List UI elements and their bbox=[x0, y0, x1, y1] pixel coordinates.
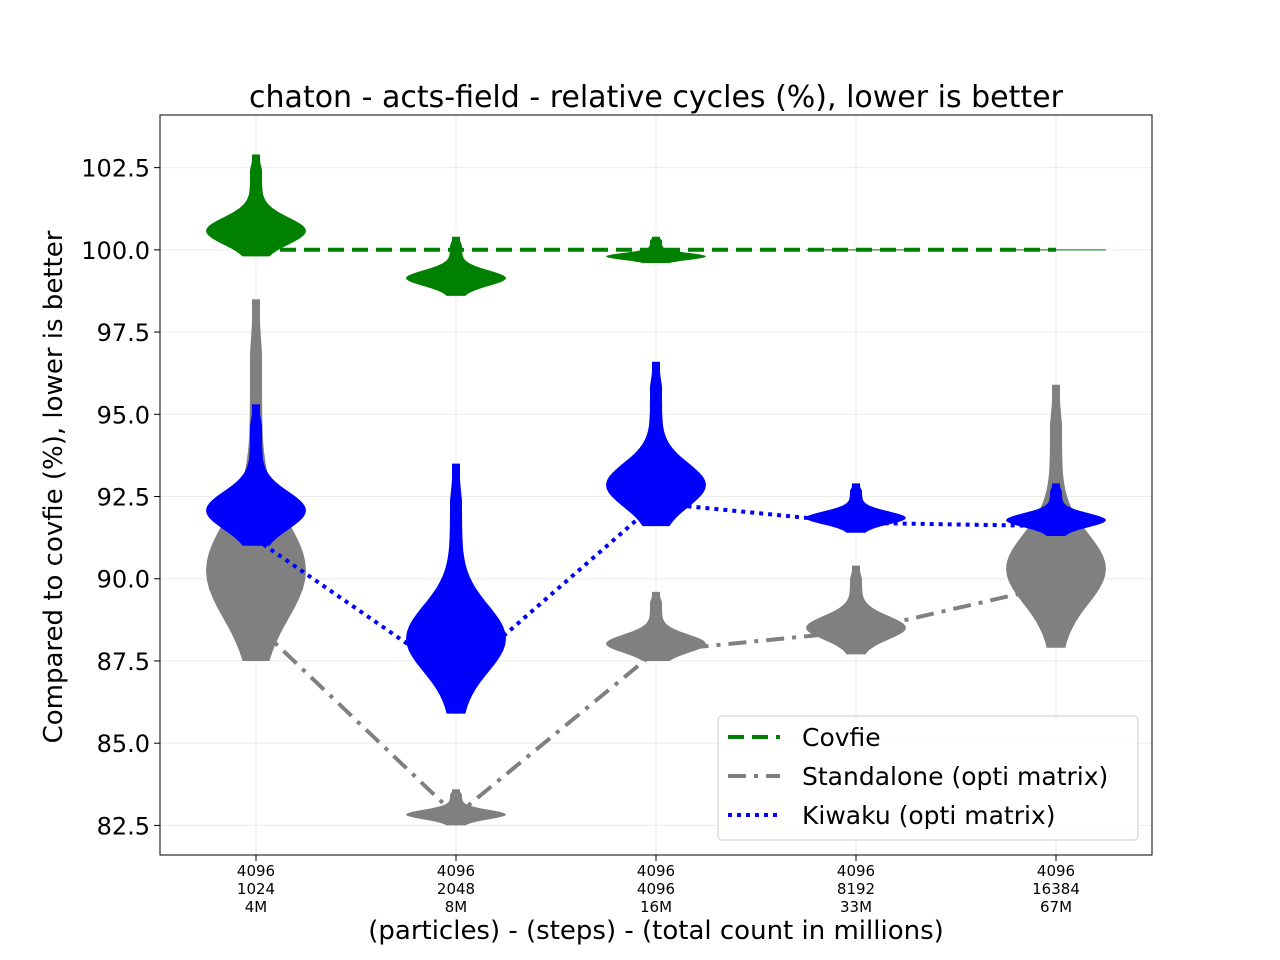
x-tick-label-total: 16M bbox=[640, 898, 672, 916]
x-tick-label-steps: 4096 bbox=[637, 880, 675, 898]
legend-label-1: Standalone (opti matrix) bbox=[802, 762, 1108, 791]
x-tick-label-steps: 16384 bbox=[1032, 880, 1080, 898]
violin-2-1 bbox=[406, 463, 506, 714]
y-tick-label: 87.5 bbox=[97, 648, 150, 676]
y-tick-label: 92.5 bbox=[97, 484, 150, 512]
y-tick-label: 97.5 bbox=[97, 319, 150, 347]
x-axis-label: (particles) - (steps) - (total count in … bbox=[368, 916, 944, 946]
series-line-1 bbox=[254, 583, 1057, 819]
x-tick-label-particles: 4096 bbox=[1037, 862, 1075, 880]
x-tick-label-particles: 4096 bbox=[437, 862, 475, 880]
legend-label-2: Kiwaku (opti matrix) bbox=[802, 801, 1055, 830]
x-tick-label-total: 33M bbox=[840, 898, 872, 916]
y-axis-label: Compared to covfie (%), lower is better bbox=[39, 230, 69, 743]
x-tick-label-total: 67M bbox=[1040, 898, 1072, 916]
x-ticks: 409610244M409620488M4096409616M409681923… bbox=[237, 855, 1080, 916]
violin-1-1 bbox=[406, 789, 506, 826]
x-tick-label-steps: 8192 bbox=[837, 880, 875, 898]
chart-title: chaton - acts-field - relative cycles (%… bbox=[249, 80, 1064, 115]
violin-0-1 bbox=[406, 236, 506, 296]
violin-2-2 bbox=[606, 361, 706, 527]
y-tick-label: 102.5 bbox=[81, 155, 150, 183]
y-tick-label: 100.0 bbox=[81, 237, 150, 265]
x-tick-label-particles: 4096 bbox=[837, 862, 875, 880]
violin-0-0 bbox=[206, 154, 306, 257]
violins bbox=[206, 154, 1106, 826]
violin-2-4 bbox=[1006, 483, 1106, 536]
x-tick-label-particles: 4096 bbox=[637, 862, 675, 880]
y-tick-label: 95.0 bbox=[97, 401, 150, 429]
legend-label-0: Covfie bbox=[802, 723, 881, 752]
series-lines bbox=[254, 247, 1057, 819]
violin-2-3 bbox=[806, 483, 906, 533]
y-tick-label: 90.0 bbox=[97, 566, 150, 594]
series-line-2 bbox=[254, 501, 1057, 680]
x-tick-label-steps: 1024 bbox=[237, 880, 275, 898]
violin-2-0 bbox=[206, 404, 306, 546]
legend: Covfie Standalone (opti matrix) Kiwaku (op… bbox=[717, 715, 1139, 841]
y-tick-label: 85.0 bbox=[97, 730, 150, 758]
y-tick-label: 82.5 bbox=[97, 812, 150, 840]
violin-1-2 bbox=[606, 591, 706, 661]
y-ticks: 82.5 85.0 87.5 90.0 92.5 95.0 97.5 100.0 102.5 bbox=[81, 155, 160, 840]
x-tick-label-total: 8M bbox=[445, 898, 468, 916]
x-tick-label-total: 4M bbox=[245, 898, 268, 916]
x-tick-label-steps: 2048 bbox=[437, 880, 475, 898]
legend-box bbox=[717, 715, 1139, 841]
x-tick-label-particles: 4096 bbox=[237, 862, 275, 880]
